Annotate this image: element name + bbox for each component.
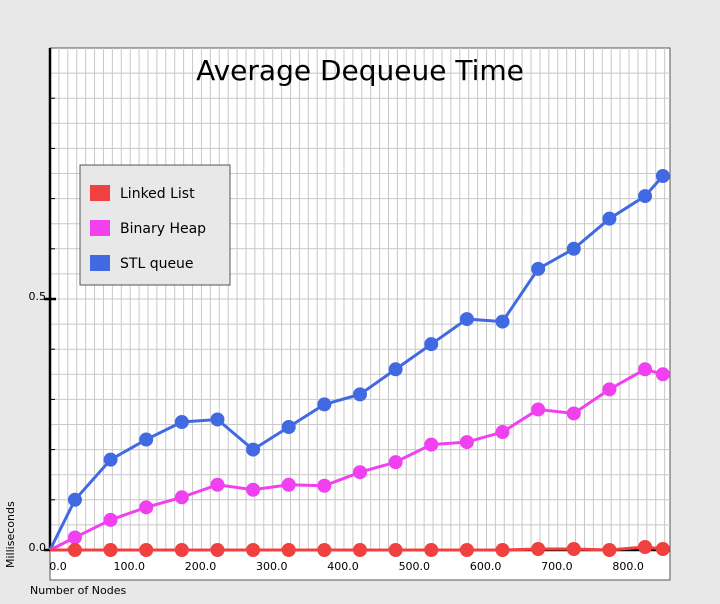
data-point	[531, 402, 546, 417]
data-point	[495, 543, 510, 557]
x-tick-label: 400.0	[327, 560, 359, 573]
series-layer	[48, 169, 670, 557]
data-point	[174, 490, 189, 505]
y-tick-label: 0.0	[29, 541, 47, 554]
data-point	[246, 543, 261, 557]
x-axis-title: Number of Nodes	[30, 584, 126, 597]
chart-title: Average Dequeue Time	[196, 54, 524, 87]
data-point	[67, 492, 82, 507]
x-tick-label: 700.0	[541, 560, 573, 573]
x-tick-label: 100.0	[114, 560, 146, 573]
series-binary-heap	[49, 362, 670, 552]
data-point	[655, 367, 670, 382]
data-point	[281, 543, 296, 557]
y-tick-label: 0.5	[29, 290, 47, 303]
legend-label: Binary Heap	[120, 221, 206, 237]
data-point	[139, 500, 154, 515]
data-point	[174, 543, 189, 557]
y-axis-title: Milliseconds	[4, 501, 17, 568]
data-point	[566, 541, 581, 556]
data-point	[210, 543, 225, 557]
data-point	[353, 387, 367, 402]
data-point	[139, 543, 154, 557]
legend-label: STL queue	[120, 256, 194, 272]
data-point	[388, 543, 403, 557]
data-point	[317, 543, 332, 557]
data-point	[317, 397, 332, 412]
data-point	[638, 539, 653, 554]
data-point	[246, 442, 261, 457]
data-point	[103, 512, 118, 527]
data-point	[353, 543, 367, 557]
data-point	[566, 241, 581, 256]
data-point	[459, 543, 474, 557]
x-tick-label: 200.0	[185, 560, 217, 573]
data-point	[495, 425, 510, 440]
data-point	[281, 420, 296, 435]
data-point	[459, 312, 474, 327]
data-point	[602, 211, 617, 226]
data-point	[602, 382, 617, 397]
legend-swatch	[90, 185, 110, 201]
data-point	[424, 543, 439, 557]
data-point	[638, 362, 653, 377]
legend-swatch	[90, 220, 110, 236]
data-point	[103, 543, 118, 557]
data-point	[655, 541, 670, 556]
data-point	[67, 530, 82, 545]
legend-swatch	[90, 255, 110, 271]
data-point	[210, 412, 225, 427]
data-point	[67, 543, 82, 557]
data-point	[566, 406, 581, 421]
series-stl-queue	[48, 169, 670, 551]
x-tick-label: 300.0	[256, 560, 288, 573]
x-tick-label: 500.0	[399, 560, 431, 573]
data-point	[495, 314, 510, 329]
data-point	[353, 465, 367, 480]
data-point	[655, 169, 670, 184]
data-point	[459, 435, 474, 450]
data-point	[139, 432, 154, 447]
data-point	[531, 261, 546, 276]
data-point	[638, 189, 653, 204]
data-point	[388, 362, 403, 377]
data-point	[388, 455, 403, 470]
x-tick-label: 800.0	[612, 560, 644, 573]
data-point	[531, 541, 546, 556]
data-point	[174, 414, 189, 429]
data-point	[246, 482, 261, 497]
data-point	[317, 478, 332, 493]
legend: Linked List Binary Heap STL queue	[79, 164, 231, 286]
legend-items: Linked List Binary Heap STL queue	[90, 185, 206, 272]
legend-label: Linked List	[120, 186, 195, 202]
data-point	[210, 477, 225, 492]
data-point	[424, 437, 439, 452]
x-tick-label: 600.0	[470, 560, 502, 573]
data-point	[281, 477, 296, 492]
series-linked-list	[50, 539, 670, 557]
data-point	[602, 543, 617, 557]
data-point	[424, 337, 439, 352]
data-point	[103, 452, 118, 467]
x-tick-labels: 0.0 100.0 200.0 300.0 400.0 500.0 600.0 700.0 80…	[49, 560, 644, 573]
x-tick-label: 0.0	[49, 560, 67, 573]
